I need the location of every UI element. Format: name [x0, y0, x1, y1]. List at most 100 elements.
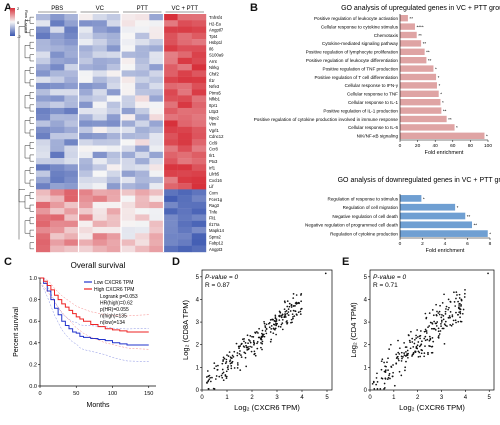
heatmap-row-label: Itpr1 [209, 103, 218, 108]
go-bar [400, 132, 485, 139]
scatter-point [435, 322, 438, 325]
heatmap-row-label: Arnt [209, 59, 218, 64]
scatter-point [268, 326, 271, 329]
scatter-point [429, 321, 432, 324]
heatmap-cell [121, 208, 136, 215]
heatmap-cell [121, 114, 136, 121]
scatter-point [425, 332, 428, 334]
heatmap-cell [149, 220, 164, 228]
heatmap-cell [135, 220, 150, 228]
scatter-point [417, 355, 420, 358]
heatmap-cell [64, 195, 79, 203]
scatter-point [437, 312, 440, 314]
scatter-point [438, 333, 441, 335]
heatmap-cell [121, 151, 136, 159]
scatter-point [300, 300, 302, 303]
scatter-point [449, 311, 452, 313]
heatmap-cell [78, 201, 93, 209]
heatmap-cell [135, 20, 150, 27]
heatmap-cell [135, 208, 150, 215]
heatmap-cell [92, 101, 108, 109]
heatmap-cell [191, 14, 207, 21]
go-term-label: Positive regulation of lymphocyte prolif… [306, 50, 399, 55]
heatmap-cell [149, 76, 164, 84]
scatter-y-tick-label: 1 [364, 365, 368, 371]
scatter-point [454, 319, 457, 322]
scatter-point [264, 325, 266, 327]
heatmap-cell [177, 176, 193, 184]
heatmap-cell [92, 120, 108, 127]
heatmap-cell [78, 233, 93, 240]
scatter-point [455, 321, 457, 324]
heatmap-cell [135, 95, 150, 102]
heatmap-cell [36, 133, 51, 140]
scatter-point [400, 360, 403, 362]
scatter-point [240, 356, 243, 358]
scatter-point [437, 330, 440, 333]
scatter-point [263, 320, 265, 323]
heatmap-cell [149, 214, 164, 221]
scatter-point [295, 301, 298, 304]
heatmap-cell [50, 126, 65, 134]
scatter-point [440, 322, 442, 325]
scatter-point [449, 316, 451, 319]
go-bar [400, 23, 415, 30]
heatmap-cell [106, 70, 122, 77]
heatmap-cell [191, 32, 207, 40]
dendrogram-branch [29, 79, 34, 87]
scatter-point [432, 340, 435, 343]
scatter-point [457, 306, 460, 309]
heatmap-cell [191, 45, 207, 52]
heatmap-cell [64, 101, 79, 109]
scatter-point [371, 382, 374, 385]
heatmap-cell [149, 126, 164, 134]
scatter-point [416, 344, 419, 347]
go-significance-label: ** [423, 41, 427, 46]
heatmap-cell [191, 95, 207, 102]
go-x-tick-label: 0 [399, 241, 402, 247]
heatmap-cell [106, 133, 122, 140]
scatter-point [263, 333, 265, 336]
heatmap-cell [78, 126, 93, 134]
scatter-point [297, 311, 300, 314]
scatter-point [231, 362, 233, 364]
scatter-point [380, 368, 383, 371]
scatter-point [289, 310, 292, 312]
go-bar [400, 203, 456, 211]
scatter-point [376, 388, 379, 390]
scatter-point [395, 362, 398, 365]
heatmap-cell [36, 145, 51, 152]
scatter-point [237, 345, 240, 348]
heatmap-cell [135, 76, 150, 84]
heatmap-cell [92, 145, 108, 152]
scatter-point [284, 316, 287, 318]
heatmap-cell [149, 107, 164, 115]
go-term-label: Positive regulation of IL-1 production [323, 108, 398, 113]
scatter-point [281, 313, 284, 316]
scatter-point [209, 380, 212, 383]
scatter-point [247, 346, 249, 348]
scatter-point [449, 324, 452, 326]
dendrogram-branch [24, 170, 30, 184]
scatter-point [227, 368, 230, 371]
heatmap-cell [50, 158, 65, 165]
scatter-point [419, 337, 421, 340]
heatmap-row-label: Vim [209, 122, 217, 127]
survival-legend-label: High CXCR6 TPM [94, 287, 134, 293]
scatter-point [411, 337, 414, 340]
heatmap-cell [36, 195, 51, 203]
scatter-point [265, 327, 268, 330]
heatmap-cell [92, 95, 108, 102]
heatmap-cell [106, 139, 122, 146]
heatmap-cell [121, 57, 136, 65]
scatter-point [286, 305, 289, 308]
scatter-point [457, 320, 460, 323]
scatter-point [270, 328, 273, 330]
heatmap-cell [149, 82, 164, 90]
heatmap-row-label: Cdnc12 [209, 134, 224, 139]
scatter-point [395, 353, 398, 356]
scatter-frame [201, 269, 333, 391]
dendrogram-branch [29, 179, 34, 187]
heatmap-cell [50, 189, 65, 196]
survival-ci-lower [39, 282, 149, 362]
